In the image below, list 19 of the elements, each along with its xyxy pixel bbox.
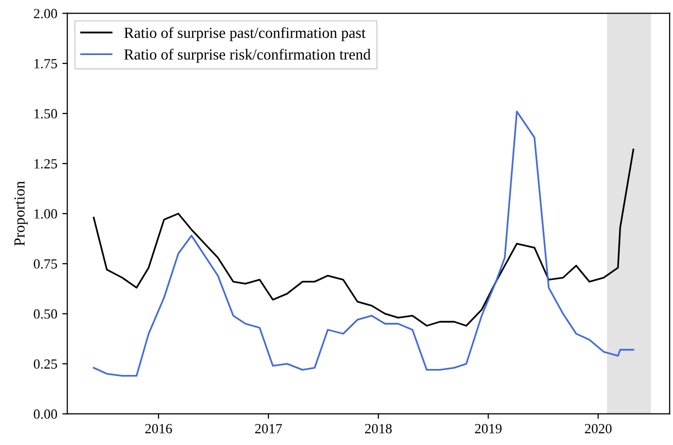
- x-tick-label: 2016: [145, 424, 172, 434]
- y-tick-label: 0.25: [34, 359, 58, 369]
- y-tick-label: 0.75: [34, 259, 58, 269]
- y-tick-label: 0.50: [34, 309, 58, 319]
- x-tick-label: 2017: [255, 424, 282, 434]
- y-tick-label: 1.50: [34, 109, 58, 118]
- line-series: [92, 110, 634, 377]
- legend-label: Ratio of surprise risk/confirmation trend: [124, 48, 371, 63]
- y-tick-label: 1.75: [34, 59, 58, 68]
- line-series: [92, 148, 634, 327]
- x-tick-label: 2019: [474, 424, 502, 434]
- y-tick-label: 1.00: [34, 209, 58, 219]
- legend-label: Ratio of surprise past/confirmation past: [124, 27, 366, 42]
- y-tick-label: 2.00: [34, 8, 58, 18]
- y-tick-label: 0.00: [34, 409, 58, 419]
- y-axis-title: Proportion: [14, 181, 28, 246]
- y-tick-label: 1.25: [34, 159, 58, 169]
- x-tick-label: 2018: [365, 424, 392, 434]
- x-tick-label: 2020: [584, 424, 612, 434]
